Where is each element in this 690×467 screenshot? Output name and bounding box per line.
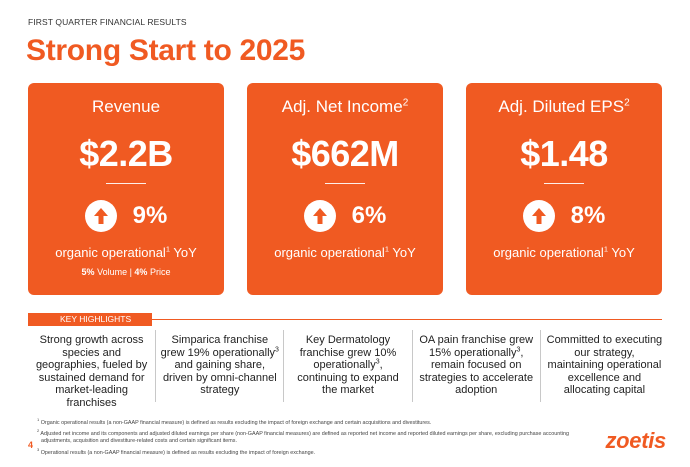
card-divider	[544, 183, 584, 184]
card-divider	[106, 183, 146, 184]
highlight-text: Committed to executing our strategy, mai…	[546, 334, 663, 397]
footnote-ref: 1	[384, 244, 389, 254]
price-value: 4%	[134, 267, 148, 277]
footnote-text: Adjusted net income and its components a…	[39, 431, 569, 445]
card-note-suffix: YoY	[169, 245, 197, 260]
footnote-number: 2	[37, 428, 40, 434]
growth-percent: 9%	[132, 202, 168, 229]
volume-value: 5%	[81, 267, 95, 277]
highlight-text-cont: and gaining share, driven by omni-channe…	[162, 359, 277, 397]
revenue-card: Revenue $2.2B 9% organic operational1 Yo…	[28, 83, 224, 295]
highlight-text: Strong growth across species and geograp…	[35, 334, 148, 409]
highlight-text-cont: , remain focused on strategies to accele…	[419, 346, 534, 397]
highlight-text: Simparica franchise grew 19% operational…	[160, 334, 276, 359]
footnote-ref: 2	[624, 97, 630, 109]
footnote-number: 1	[37, 417, 40, 422]
card-note-text: organic operational	[493, 245, 604, 260]
card-note-text: organic operational	[55, 245, 166, 260]
card-value: $662M	[291, 133, 399, 174]
footnote-text: Organic operational results (a non-GAAP …	[39, 419, 432, 426]
page-number: 4	[28, 440, 34, 450]
card-divider	[325, 183, 365, 184]
footnotes: 1 Organic operational results (a non-GAA…	[37, 416, 597, 457]
growth-percent: 8%	[570, 202, 606, 229]
footnote-ref: 1	[165, 244, 170, 254]
footnote-ref: 3	[275, 345, 279, 353]
footnote-ref: 3	[516, 345, 521, 353]
highlight-item: Simparica franchise grew 19% operational…	[155, 330, 283, 402]
eps-card: Adj. Diluted EPS2 $1.48 8% organic opera…	[466, 83, 662, 295]
card-note: organic operational1 YoY	[247, 245, 443, 260]
price-label: Price	[147, 267, 171, 277]
card-note-suffix: YoY	[388, 245, 416, 260]
highlight-text: Key Dermatology franchise grew 10% opera…	[299, 334, 397, 372]
growth-percent: 6%	[351, 202, 387, 229]
card-value: $1.48	[520, 133, 608, 174]
footnote: 2 Adjusted net income and its components…	[37, 427, 597, 446]
section-eyebrow: FIRST QUARTER FINANCIAL RESULTS	[28, 17, 187, 27]
card-growth: 8%	[466, 200, 662, 232]
footnote-ref: 2	[402, 97, 409, 109]
card-title-text: Adj. Net Income	[281, 97, 403, 116]
zoetis-logo: zoetis	[605, 428, 666, 453]
volume-price-breakdown: 5% Volume | 4% Price	[28, 267, 224, 277]
card-growth: 9%	[28, 200, 224, 232]
page-title: Strong Start to 2025	[26, 34, 306, 67]
highlight-text: OA pain franchise grew 15% operationally	[419, 334, 534, 359]
highlight-item: Key Dermatology franchise grew 10% opera…	[283, 330, 411, 402]
card-title-text: Adj. Diluted EPS	[498, 97, 625, 116]
card-title: Revenue	[28, 97, 224, 117]
footnote-ref: 1	[603, 244, 608, 254]
footnote: 1 Organic operational results (a non-GAA…	[37, 416, 597, 427]
key-highlights-list: Strong growth across species and geograp…	[28, 330, 668, 409]
card-value: $2.2B	[79, 133, 173, 174]
card-growth: 6%	[247, 200, 443, 232]
up-arrow-icon	[522, 200, 555, 232]
highlight-item: Committed to executing our strategy, mai…	[539, 330, 668, 402]
card-note: organic operational1 YoY	[466, 245, 662, 260]
footnote-text: Operational results (a non-GAAP financia…	[39, 449, 316, 456]
card-note: organic operational1 YoY	[28, 245, 224, 260]
volume-label: Volume |	[94, 267, 135, 277]
footnote-number: 3	[37, 446, 40, 452]
key-highlights-label: KEY HIGHLIGHTS	[28, 313, 152, 326]
highlight-item: Strong growth across species and geograp…	[28, 330, 155, 409]
card-note-suffix: YoY	[607, 245, 635, 260]
highlight-text-cont: , continuing to expand the market	[297, 359, 399, 397]
card-title: Adj. Diluted EPS2	[466, 97, 662, 117]
net-income-card: Adj. Net Income2 $662M 6% organic operat…	[247, 83, 443, 295]
footnote: 3 Operational results (a non-GAAP financ…	[37, 446, 597, 457]
highlight-item: OA pain franchise grew 15% operationally…	[411, 330, 540, 402]
card-title-text: Revenue	[91, 97, 161, 116]
card-note-text: organic operational	[274, 245, 385, 260]
footnote-ref: 3	[375, 358, 380, 366]
up-arrow-icon	[303, 200, 336, 232]
card-title: Adj. Net Income2	[247, 97, 443, 117]
up-arrow-icon	[84, 200, 117, 232]
key-highlights-rule	[152, 319, 662, 320]
